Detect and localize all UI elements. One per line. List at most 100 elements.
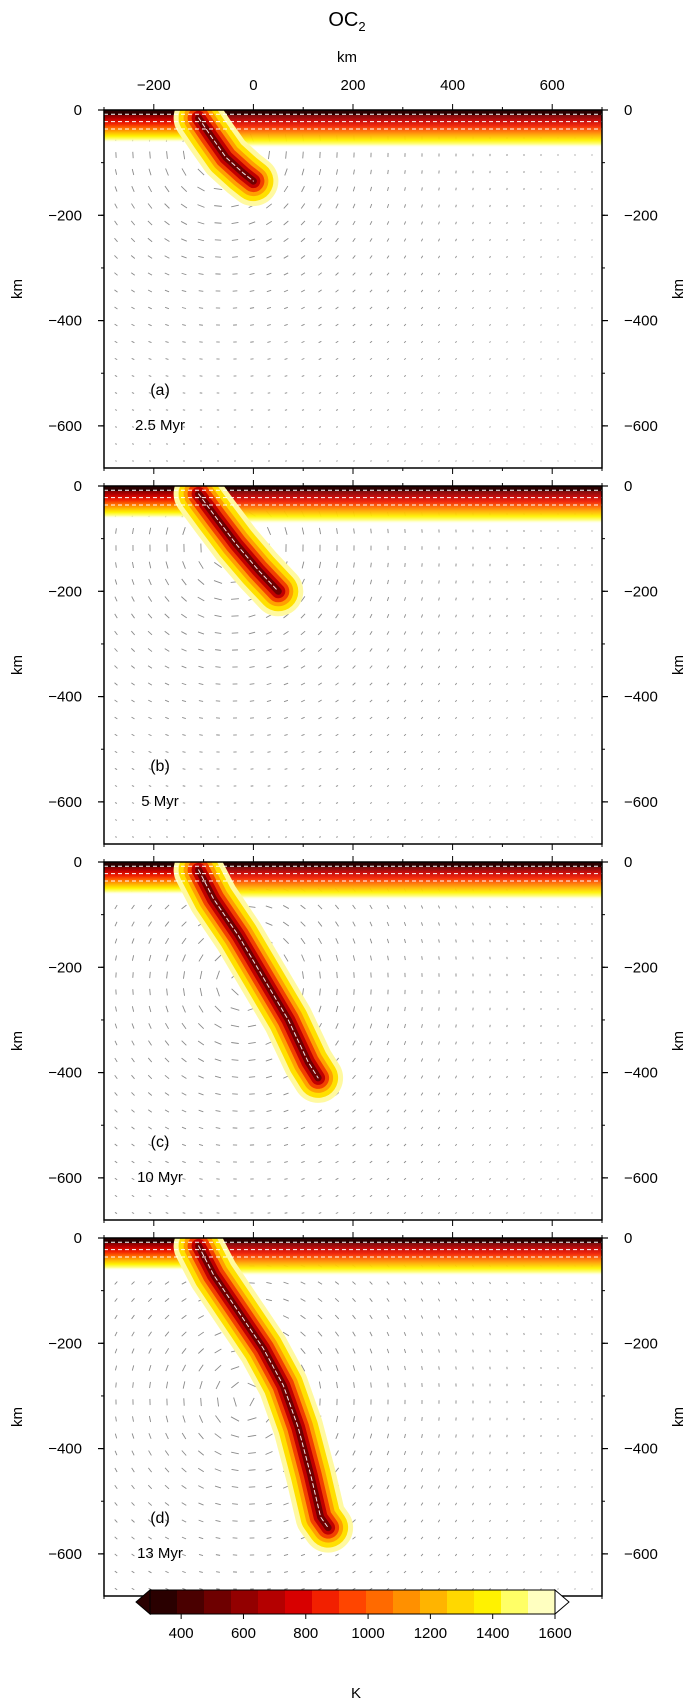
- slab: [173, 1238, 354, 1553]
- isotherms: [104, 113, 602, 130]
- y-tick-label: −200: [624, 583, 658, 600]
- y-tick-label: −400: [48, 1441, 82, 1458]
- colorbar-swatch: [312, 1590, 340, 1614]
- y-tick-label: 0: [624, 102, 632, 119]
- y-axis-label: km: [9, 655, 26, 675]
- y-tick-label: −600: [624, 1170, 658, 1187]
- colorbar-tick-label: 600: [231, 1625, 256, 1642]
- surface-layer: [104, 862, 602, 867]
- y-tick-label: −400: [48, 1065, 82, 1082]
- y-tick-label: −600: [48, 1170, 82, 1187]
- figure-title: OC2: [328, 9, 365, 34]
- y-tick-label: −200: [624, 207, 658, 224]
- colorbar-swatch: [501, 1590, 529, 1614]
- y-tick-label: −400: [624, 1065, 658, 1082]
- y-tick-label: −600: [48, 794, 82, 811]
- colorbar-swatch: [150, 1590, 178, 1614]
- colorbar-swatch: [447, 1590, 475, 1614]
- panel-background: [104, 486, 602, 844]
- panel-label: (c): [151, 1134, 170, 1151]
- y-axis-label: km: [670, 1031, 687, 1051]
- y-tick-label: −200: [48, 583, 82, 600]
- y-tick-label: −400: [624, 689, 658, 706]
- colorbar-swatch: [285, 1590, 313, 1614]
- surface-layer: [104, 486, 602, 491]
- panel-background: [104, 1238, 602, 1596]
- velocity-field: [114, 1264, 593, 1591]
- y-tick-label: −200: [48, 207, 82, 224]
- top-tick-label: 200: [340, 77, 365, 94]
- time-label: 2.5 Myr: [135, 417, 185, 434]
- panel: 0 0 −200 −200 −400 −400 −600 −600 km km (a) 2.5 Myr: [9, 102, 687, 474]
- colorbar-label: K: [351, 1685, 361, 1702]
- colorbar: 400 600 800 1000 1200 1400 1600: [135, 1588, 572, 1642]
- y-tick-label: −200: [48, 1335, 82, 1352]
- y-axis-label: km: [670, 655, 687, 675]
- colorbar-swatch: [393, 1590, 421, 1614]
- y-tick-label: −600: [48, 418, 82, 435]
- colorbar-tick-label: 400: [169, 1625, 194, 1642]
- panel-background: [104, 862, 602, 1220]
- y-tick-label: 0: [624, 478, 632, 495]
- slab: [173, 862, 344, 1103]
- surface-layer: [104, 110, 602, 115]
- y-axis-label: km: [670, 279, 687, 299]
- slab: [173, 110, 279, 207]
- y-tick-label: −600: [624, 794, 658, 811]
- y-axis-label: km: [9, 279, 26, 299]
- top-tick-label: 600: [540, 77, 565, 94]
- top-tick-label: 400: [440, 77, 465, 94]
- time-label: 10 Myr: [137, 1169, 183, 1186]
- colorbar-tick-label: 800: [293, 1625, 318, 1642]
- top-axis-label: km: [337, 49, 357, 66]
- panel: 0 0 −200 −200 −400 −400 −600 −600 km km (b) 5 Myr: [9, 478, 687, 850]
- colorbar-tick-label: 1400: [476, 1625, 509, 1642]
- colorbar-swatch: [420, 1590, 448, 1614]
- y-tick-label: 0: [74, 1230, 82, 1247]
- colorbar-swatch: [204, 1590, 232, 1614]
- slab: [173, 486, 304, 617]
- panel: 0 0 −200 −200 −400 −400 −600 −600 km km (d) 13 Myr: [9, 1230, 687, 1602]
- y-tick-label: −600: [624, 1546, 658, 1563]
- colorbar-swatch: [528, 1590, 556, 1614]
- time-label: 13 Myr: [137, 1545, 183, 1562]
- panel-background: [104, 110, 602, 468]
- colorbar-swatch: [258, 1590, 286, 1614]
- colorbar-swatch: [366, 1590, 394, 1614]
- y-tick-label: −400: [48, 313, 82, 330]
- top-tick-label: 0: [249, 77, 257, 94]
- y-tick-label: −400: [48, 689, 82, 706]
- y-tick-label: −400: [624, 313, 658, 330]
- panel-label: (d): [150, 1510, 170, 1527]
- colorbar-swatch: [339, 1590, 367, 1614]
- panel-label: (b): [150, 758, 170, 775]
- y-tick-label: −200: [48, 959, 82, 976]
- y-axis-label: km: [670, 1407, 687, 1427]
- isotherms: [104, 489, 602, 506]
- y-tick-label: −600: [48, 1546, 82, 1563]
- y-tick-label: 0: [624, 854, 632, 871]
- y-tick-label: −200: [624, 959, 658, 976]
- y-tick-label: 0: [74, 854, 82, 871]
- top-tick-label: −200: [137, 77, 171, 94]
- y-tick-label: 0: [74, 102, 82, 119]
- colorbar-swatch: [177, 1590, 205, 1614]
- colorbar-swatch: [231, 1590, 259, 1614]
- y-tick-label: 0: [624, 1230, 632, 1247]
- y-tick-label: −600: [624, 418, 658, 435]
- time-label: 5 Myr: [141, 793, 179, 810]
- colorbar-swatch: [474, 1590, 502, 1614]
- y-tick-label: 0: [74, 478, 82, 495]
- colorbar-tick-label: 1200: [414, 1625, 447, 1642]
- isotherms: [104, 865, 602, 882]
- y-tick-label: −400: [624, 1441, 658, 1458]
- y-axis-label: km: [9, 1407, 26, 1427]
- colorbar-tick-label: 1000: [351, 1625, 384, 1642]
- panel-label: (a): [150, 382, 170, 399]
- panel: 0 0 −200 −200 −400 −400 −600 −600 km km (c) 10 Myr: [9, 854, 687, 1226]
- isotherms: [104, 1241, 602, 1258]
- panels: 0 0 −200 −200 −400 −400 −600 −600 km km (a) 2.5 Myr…: [9, 102, 687, 1602]
- colorbar-tick-label: 1600: [538, 1625, 571, 1642]
- y-tick-label: −200: [624, 1335, 658, 1352]
